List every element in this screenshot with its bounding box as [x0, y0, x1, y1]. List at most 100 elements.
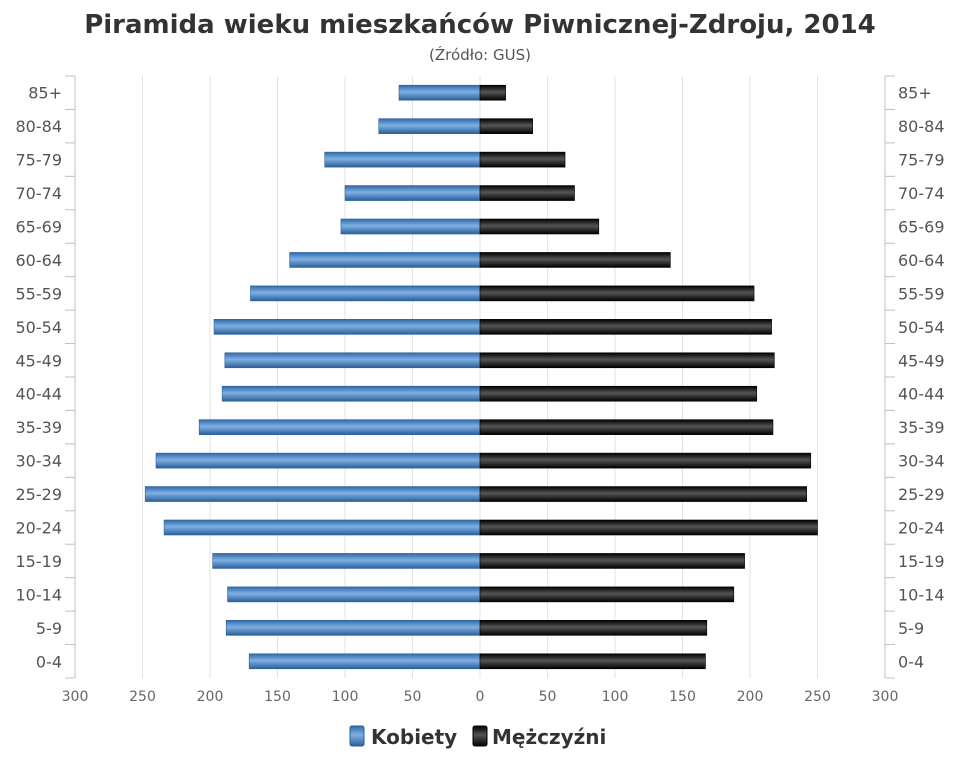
bar-kobiety-30-34	[155, 452, 481, 469]
bar-mezczyzni-15-19	[479, 553, 745, 569]
category-label-left-65-69: 65-69	[16, 218, 63, 237]
bar-kobiety-0-4	[248, 653, 481, 670]
bar-kobiety-15-19	[212, 553, 481, 569]
x-tick-label-8: 100	[602, 689, 629, 705]
bar-mezczyzni-55-59	[479, 285, 755, 302]
category-label-left-75-79: 75-79	[16, 151, 63, 170]
legend-swatch-kobiety	[349, 725, 365, 747]
bar-kobiety-55-59	[250, 285, 481, 302]
category-label-left-35-39: 35-39	[16, 418, 63, 437]
x-tick-label-3: 150	[264, 689, 291, 705]
grid-lines	[142, 76, 818, 678]
bar-mezczyzni-30-34	[479, 452, 812, 469]
bar-mezczyzni-0-4	[479, 653, 706, 670]
bar-mezczyzni-60-64	[479, 252, 671, 268]
bar-kobiety-80-84	[378, 118, 481, 134]
bar-kobiety-5-9	[225, 620, 481, 636]
category-label-right-50-54: 50-54	[898, 318, 945, 337]
category-label-right-85+: 85+	[898, 84, 932, 103]
category-label-right-80-84: 80-84	[898, 117, 945, 136]
legend-label-kobiety: Kobiety	[371, 725, 457, 749]
bar-mezczyzni-85+	[479, 84, 506, 101]
category-label-right-20-24: 20-24	[898, 519, 945, 538]
category-label-right-0-4: 0-4	[898, 652, 924, 671]
chart-title: Piramida wieku mieszkańców Piwnicznej-Zd…	[84, 10, 876, 40]
legend-item-mezczyzni[interactable]: Mężczyźni	[472, 725, 606, 749]
bar-kobiety-50-54	[213, 319, 481, 335]
category-label-left-50-54: 50-54	[16, 318, 63, 337]
x-tick-label-0: 300	[62, 689, 89, 705]
bar-mezczyzni-10-14	[479, 586, 735, 603]
bar-mezczyzni-50-54	[479, 319, 772, 335]
bar-mezczyzni-20-24	[479, 519, 818, 536]
x-tick-label-12: 300	[872, 689, 899, 705]
category-label-left-15-19: 15-19	[16, 552, 63, 571]
category-label-left-10-14: 10-14	[16, 585, 63, 604]
category-label-right-35-39: 35-39	[898, 418, 945, 437]
x-tick-label-5: 50	[404, 689, 422, 705]
bar-kobiety-35-39	[198, 419, 481, 435]
bar-kobiety-60-64	[289, 252, 481, 268]
bar-kobiety-45-49	[224, 352, 481, 369]
bar-mezczyzni-65-69	[479, 218, 600, 235]
category-label-left-30-34: 30-34	[16, 452, 63, 471]
legend-label-mezczyzni: Mężczyźni	[492, 725, 606, 749]
x-tick-label-2: 200	[197, 689, 224, 705]
category-label-left-20-24: 20-24	[16, 519, 63, 538]
category-labels: 0-4 0-4 5-9 5-9 10-14 10-14 15-19 15-19 20-24 20-…	[16, 84, 945, 672]
bars	[144, 84, 818, 670]
bar-kobiety-10-14	[227, 586, 481, 603]
x-tick-labels: 300 250 200 150 100 50 0 50 100 150 200 250 300	[62, 689, 899, 705]
chart-subtitle: (Źródło: GUS)	[429, 45, 531, 64]
category-label-left-40-44: 40-44	[16, 385, 63, 404]
category-label-left-85+: 85+	[28, 84, 62, 103]
x-tick-label-10: 200	[737, 689, 764, 705]
legend-swatch-mezczyzni	[472, 725, 488, 747]
bar-kobiety-25-29	[144, 486, 481, 502]
category-label-right-60-64: 60-64	[898, 251, 945, 270]
x-tick-label-6: 0	[476, 689, 485, 705]
bar-mezczyzni-45-49	[479, 352, 775, 369]
category-label-left-60-64: 60-64	[16, 251, 63, 270]
bar-mezczyzni-40-44	[479, 385, 758, 402]
axes	[65, 75, 895, 679]
category-label-left-5-9: 5-9	[36, 619, 62, 638]
bar-mezczyzni-35-39	[479, 419, 774, 435]
bar-kobiety-65-69	[340, 218, 481, 235]
bar-mezczyzni-25-29	[479, 486, 808, 502]
bar-kobiety-85+	[398, 84, 481, 101]
bar-mezczyzni-75-79	[479, 151, 566, 168]
category-label-right-10-14: 10-14	[898, 585, 945, 604]
category-label-right-30-34: 30-34	[898, 452, 945, 471]
x-tick-label-7: 50	[539, 689, 557, 705]
category-label-left-45-49: 45-49	[16, 351, 63, 370]
x-tick-label-9: 150	[669, 689, 696, 705]
category-label-left-80-84: 80-84	[16, 117, 63, 136]
bar-kobiety-40-44	[221, 385, 481, 402]
bar-mezczyzni-5-9	[479, 620, 708, 636]
category-label-right-65-69: 65-69	[898, 218, 945, 237]
x-tick-label-4: 100	[332, 689, 359, 705]
category-label-right-55-59: 55-59	[898, 284, 945, 303]
bar-kobiety-20-24	[163, 519, 481, 536]
category-label-right-45-49: 45-49	[898, 351, 945, 370]
category-label-left-25-29: 25-29	[16, 485, 63, 504]
legend-item-kobiety[interactable]: Kobiety	[349, 725, 457, 749]
category-label-right-70-74: 70-74	[898, 184, 945, 203]
category-label-right-40-44: 40-44	[898, 385, 945, 404]
category-label-left-0-4: 0-4	[36, 652, 62, 671]
category-label-left-55-59: 55-59	[16, 284, 63, 303]
category-label-left-70-74: 70-74	[16, 184, 63, 203]
category-label-right-15-19: 15-19	[898, 552, 945, 571]
category-label-right-75-79: 75-79	[898, 151, 945, 170]
x-tick-label-11: 250	[804, 689, 831, 705]
x-tick-label-1: 250	[129, 689, 156, 705]
bar-kobiety-75-79	[324, 151, 481, 168]
category-label-right-25-29: 25-29	[898, 485, 945, 504]
legend[interactable]: Kobiety Mężczyźni	[349, 725, 606, 749]
category-label-right-5-9: 5-9	[898, 619, 924, 638]
bar-mezczyzni-70-74	[479, 185, 575, 201]
bar-mezczyzni-80-84	[479, 118, 533, 134]
